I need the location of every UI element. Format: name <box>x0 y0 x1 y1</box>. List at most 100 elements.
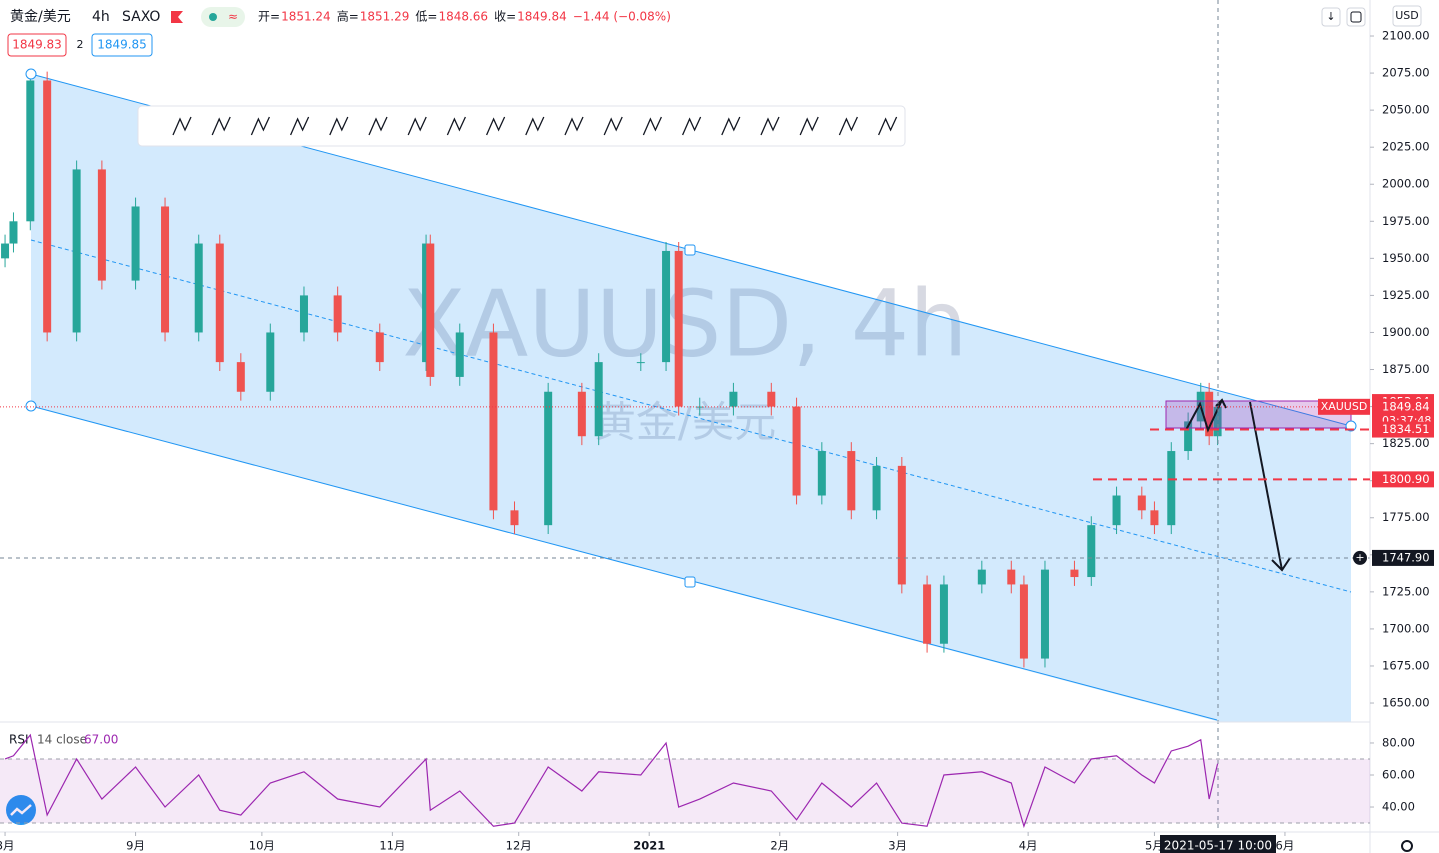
scroll-button[interactable] <box>1321 7 1341 27</box>
price-label-box <box>1372 421 1434 438</box>
tool-button[interactable] <box>482 112 510 140</box>
symbol-label: XAUUSD <box>1321 400 1368 413</box>
tool-button[interactable] <box>874 112 902 140</box>
ohlc-label: 低= <box>415 10 437 24</box>
ask-box[interactable] <box>91 33 153 57</box>
interval[interactable]: 4h <box>92 9 110 25</box>
price-label-box <box>1372 549 1434 566</box>
x-tick-label: 11月 <box>379 839 405 853</box>
tool-icon <box>642 116 662 136</box>
reset-button[interactable] <box>1346 7 1366 27</box>
channel-mid <box>30 239 1352 593</box>
tool-button[interactable] <box>795 112 823 140</box>
arrow-path <box>1185 399 1223 433</box>
candle-body <box>1213 406 1222 437</box>
tool-button[interactable] <box>207 112 235 140</box>
candle-body <box>729 391 738 407</box>
tool-button[interactable] <box>638 112 666 140</box>
tool-button[interactable] <box>325 112 353 140</box>
price-label: 1834.51 <box>1382 422 1430 436</box>
y-tick-label: 2050.00 <box>1382 103 1430 117</box>
y-tick-label: 1950.00 <box>1382 251 1430 265</box>
handle[interactable] <box>1345 420 1357 432</box>
drawing-toolbar <box>137 105 906 147</box>
status-pill[interactable] <box>201 7 245 27</box>
tool-icon <box>172 116 192 136</box>
ohlc-value: 1849.84 <box>517 10 567 24</box>
tool-icon <box>290 116 310 136</box>
candle-body <box>455 332 464 377</box>
rsi-band <box>0 758 1370 824</box>
candle-body <box>544 391 553 526</box>
channel-fill <box>31 74 1351 722</box>
y-tick-label: 1875.00 <box>1382 362 1430 376</box>
tool-icon <box>682 116 702 136</box>
tool-icon <box>368 116 388 136</box>
rsi-tick-label: 60.00 <box>1382 767 1415 781</box>
y-tick-label: 1650.00 <box>1382 696 1430 710</box>
x-tick-label: 2021 <box>633 839 665 853</box>
candle-body <box>422 243 431 363</box>
candle-body <box>1150 510 1159 526</box>
tool-button[interactable] <box>717 112 745 140</box>
tool-button[interactable] <box>756 112 784 140</box>
tool-button[interactable] <box>442 112 470 140</box>
logo[interactable] <box>6 795 36 825</box>
rsi-tick-label: 80.00 <box>1382 735 1415 749</box>
candle-body <box>1007 569 1016 585</box>
crosshair-time: 2021-05-17 10:00 <box>1164 839 1272 853</box>
handle[interactable] <box>25 68 37 80</box>
handle[interactable] <box>684 244 696 256</box>
tool-icon <box>211 116 231 136</box>
candle-body <box>489 332 498 511</box>
tool-button[interactable] <box>286 112 314 140</box>
tool-icon <box>407 116 427 136</box>
candle-body <box>662 250 671 363</box>
rsi-params: 14 close <box>37 733 87 747</box>
handle[interactable] <box>25 400 37 412</box>
bid-box[interactable] <box>7 33 67 57</box>
ohlc-label: 开= <box>258 10 280 24</box>
tool-icon <box>486 116 506 136</box>
candle-body <box>577 391 586 437</box>
y-tick-label: 1825.00 <box>1382 436 1430 450</box>
tool-icon <box>799 116 819 136</box>
tool-button[interactable] <box>521 112 549 140</box>
tool-button[interactable] <box>364 112 392 140</box>
price-label: 1849.84 <box>1382 399 1430 413</box>
candle-body <box>1205 391 1214 437</box>
crosshair-plus-icon: + <box>1355 551 1364 564</box>
tool-icon <box>250 116 270 136</box>
candle-body <box>194 243 203 333</box>
currency-box[interactable] <box>1392 5 1422 27</box>
candle-body <box>9 221 18 244</box>
ohlc-value: 1851.29 <box>360 10 410 24</box>
x-tick-label: 2月 <box>770 839 789 853</box>
handle[interactable] <box>684 576 696 588</box>
crosshair-plus[interactable] <box>1353 550 1367 565</box>
candle-body <box>215 243 224 363</box>
change: −1.44 (−0.08%) <box>573 10 671 24</box>
rsi-title: RSI <box>9 733 29 747</box>
tool-button[interactable] <box>560 112 588 140</box>
symbol[interactable]: 黄金/美元 <box>10 8 71 25</box>
ohlc-label: 收= <box>494 10 516 24</box>
tool-button[interactable] <box>599 112 627 140</box>
candle-body <box>817 451 826 496</box>
candle-body <box>299 295 308 333</box>
tool-button[interactable] <box>168 112 196 140</box>
watermark-subtitle: 黄金/美元 <box>594 398 776 447</box>
y-tick-label: 1975.00 <box>1382 214 1430 228</box>
candle-body <box>923 584 932 644</box>
tool-button[interactable] <box>834 112 862 140</box>
price-label: 1800.90 <box>1382 472 1430 486</box>
spread: 2 <box>77 38 84 51</box>
arrow-down-head <box>1271 557 1291 572</box>
candle-body <box>939 584 948 644</box>
tool-button[interactable] <box>403 112 431 140</box>
tool-button[interactable] <box>246 112 274 140</box>
candle-body <box>897 465 906 585</box>
settings-icon[interactable] <box>1401 840 1413 852</box>
candle-body <box>1087 525 1096 578</box>
tool-button[interactable] <box>678 112 706 140</box>
